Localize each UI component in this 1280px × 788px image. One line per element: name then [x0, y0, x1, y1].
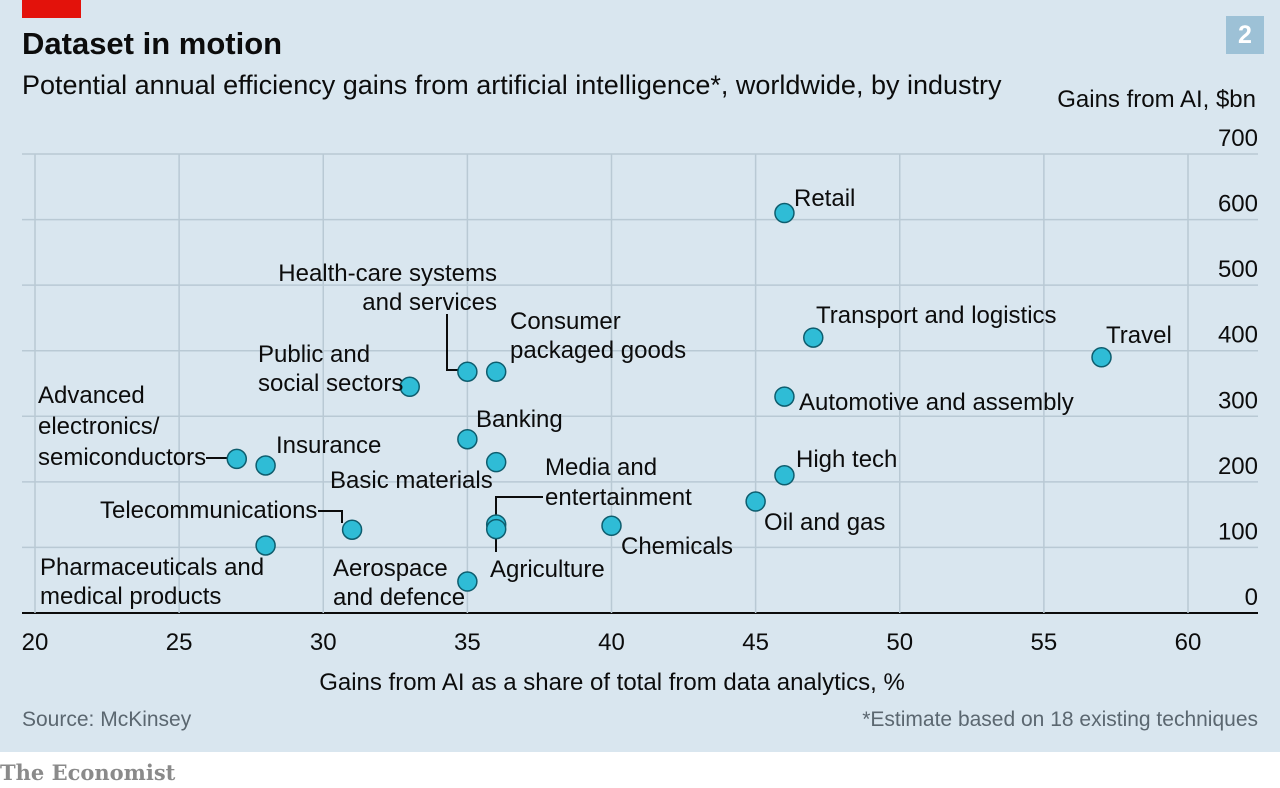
- point-telecommunications: [341, 519, 363, 540]
- x-tick-label: 60: [1175, 629, 1202, 656]
- point-label-high-tech: High tech: [796, 446, 897, 473]
- leader-health-care: [446, 314, 458, 371]
- point-health-care-systems-and-services: [457, 361, 478, 382]
- point-label-basic-materials: Basic materials: [330, 467, 493, 494]
- y-tick-label: 300: [1218, 387, 1258, 414]
- source-note: Source: McKinsey: [22, 708, 192, 731]
- y-tick-label: 500: [1218, 256, 1258, 283]
- point-consumer-packaged-goods: [485, 361, 507, 382]
- point-label-aerospace-and-defence: Aerospace and defence: [333, 555, 465, 611]
- point-label-telecommunications: Telecommunications: [100, 497, 317, 524]
- point-label-health-care-systems-and-services: Health-care systems and services: [278, 260, 497, 316]
- brand-red-tab: [22, 0, 81, 18]
- point-label-advanced-electronics-semiconductors: Advanced electronics/semiconductors: [38, 382, 206, 471]
- x-tick-label: 40: [598, 629, 625, 656]
- x-tick-label: 55: [1031, 629, 1058, 656]
- x-tick-label: 30: [310, 629, 337, 656]
- point-label-media-and-entertainment: Media and entertainment: [545, 454, 692, 511]
- point-label-chemicals: Chemicals: [621, 533, 733, 560]
- point-automotive-and-assembly: [774, 386, 795, 407]
- point-insurance: [255, 455, 276, 476]
- point-oil-and-gas: [745, 491, 766, 512]
- x-tick-label: 45: [742, 629, 769, 656]
- point-label-banking: Banking: [476, 406, 563, 433]
- point-travel: [1091, 347, 1112, 368]
- publisher-logo: The Economist: [0, 760, 176, 785]
- y-tick-label: 700: [1218, 125, 1258, 152]
- point-agriculture: [485, 518, 507, 540]
- point-label-agriculture: Agriculture: [490, 556, 605, 583]
- chart-title: Dataset in motion: [22, 26, 283, 61]
- point-label-consumer-packaged-goods: Consumer packaged goods: [510, 308, 686, 364]
- point-label-retail: Retail: [794, 185, 855, 212]
- point-label-transport-and-logistics: Transport and logistics: [816, 302, 1057, 329]
- x-tick-label: 50: [886, 629, 913, 656]
- point-basic-materials: [485, 451, 507, 473]
- point-aerospace-and-defence: [457, 571, 478, 592]
- footnote: *Estimate based on 18 existing technique…: [862, 708, 1258, 731]
- x-axis-label: Gains from AI as a share of total from d…: [319, 669, 905, 696]
- point-label-pharmaceuticals-and-medical-products: Pharmaceuticals and medical products: [40, 554, 264, 610]
- y-axis-title: Gains from AI, $bn: [1057, 86, 1256, 113]
- point-transport-and-logistics: [803, 327, 824, 348]
- point-label-insurance: Insurance: [276, 432, 381, 459]
- point-label-public-and-social-sectors: Public and social sectors: [258, 341, 403, 397]
- y-tick-label: 0: [1245, 584, 1258, 611]
- y-tick-label: 600: [1218, 191, 1258, 218]
- y-tick-label: 200: [1218, 453, 1258, 480]
- point-label-oil-and-gas: Oil and gas: [764, 509, 885, 536]
- y-tick-label: 400: [1218, 322, 1258, 349]
- scatter-plot: 0 100 200 300 400 500 600 700 20 25 30 35 40 45 50 55 6…: [22, 125, 1258, 696]
- leader-telecommunications: [318, 510, 343, 523]
- chart-subtitle: Potential annual efficiency gains from a…: [22, 70, 1002, 100]
- point-chemicals: [601, 515, 622, 537]
- point-high-tech: [774, 465, 795, 486]
- chart-panel: [0, 0, 1280, 752]
- point-advanced-electronics-semiconductors: [226, 448, 248, 470]
- x-tick-label: 35: [454, 629, 481, 656]
- x-tick-label: 25: [166, 629, 193, 656]
- y-tick-label: 100: [1218, 518, 1258, 545]
- x-tick-label: 20: [22, 629, 49, 656]
- point-banking: [457, 428, 478, 450]
- point-label-travel: Travel: [1106, 322, 1172, 349]
- point-public-and-social-sectors: [399, 376, 420, 398]
- point-retail: [774, 202, 795, 224]
- point-pharmaceuticals-and-medical-products: [255, 535, 276, 556]
- point-label-automotive-and-assembly: Automotive and assembly: [799, 389, 1074, 416]
- chart-number-badge: 2: [1226, 16, 1264, 54]
